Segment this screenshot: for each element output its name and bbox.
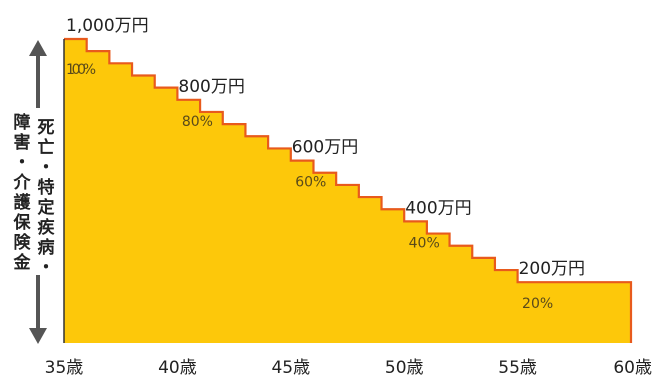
y-label-line1: ・ — [38, 258, 55, 278]
y-label-line2: ・ — [14, 153, 31, 173]
x-tick-label: 45歳 — [271, 358, 310, 376]
y-label-line2: 保 — [13, 212, 32, 233]
amount-label: 600万円 — [292, 138, 358, 158]
amount-label: 1,000万円 — [66, 16, 149, 36]
amount-label: 400万円 — [405, 198, 471, 218]
percent-label: 80% — [182, 114, 213, 130]
amount-label: 800万円 — [178, 77, 244, 97]
y-label-line1: 死 — [38, 118, 55, 138]
y-label-line2: 護 — [14, 192, 32, 213]
y-label-line2: 介 — [13, 172, 32, 193]
x-tick-label: 40歳 — [158, 358, 197, 376]
amount-label: 200万円 — [519, 259, 585, 279]
y-label-line2: 障 — [14, 112, 31, 133]
step-area-outline — [64, 37, 633, 343]
arrow-down-icon — [29, 328, 47, 344]
x-tick-label: 55歳 — [498, 358, 537, 376]
y-label-line2: 険 — [14, 232, 32, 253]
y-label-line1: 定 — [38, 197, 55, 218]
y-label-line2: 害 — [14, 132, 31, 153]
x-tick-label: 35歳 — [45, 358, 84, 376]
y-label-line1: 疾 — [38, 217, 55, 238]
x-tick-label: 60歳 — [613, 358, 652, 376]
y-label-line1: 病 — [38, 237, 55, 258]
step-area-fill — [64, 39, 631, 343]
arrow-up-icon — [29, 40, 47, 56]
step-labels: 1,000万円 100% 800万円 80% 600万円 60% 400万円 40% 200万円… — [66, 16, 585, 312]
y-label-line1: 特 — [38, 177, 55, 198]
x-tick-label: 50歳 — [385, 358, 424, 376]
step-area — [63, 37, 633, 343]
x-axis-ticks: 35歳 40歳 45歳 50歳 55歳 60歳 — [45, 358, 652, 376]
y-label-line1: 亡 — [38, 137, 55, 158]
percent-label: 100% — [66, 62, 96, 78]
percent-label: 40% — [409, 235, 440, 251]
percent-label: 60% — [295, 175, 326, 191]
percent-label: 20% — [522, 296, 553, 312]
y-axis-arrow — [29, 40, 47, 344]
y-label-line2: 金 — [13, 252, 32, 273]
y-label-line1: ・ — [38, 158, 55, 178]
